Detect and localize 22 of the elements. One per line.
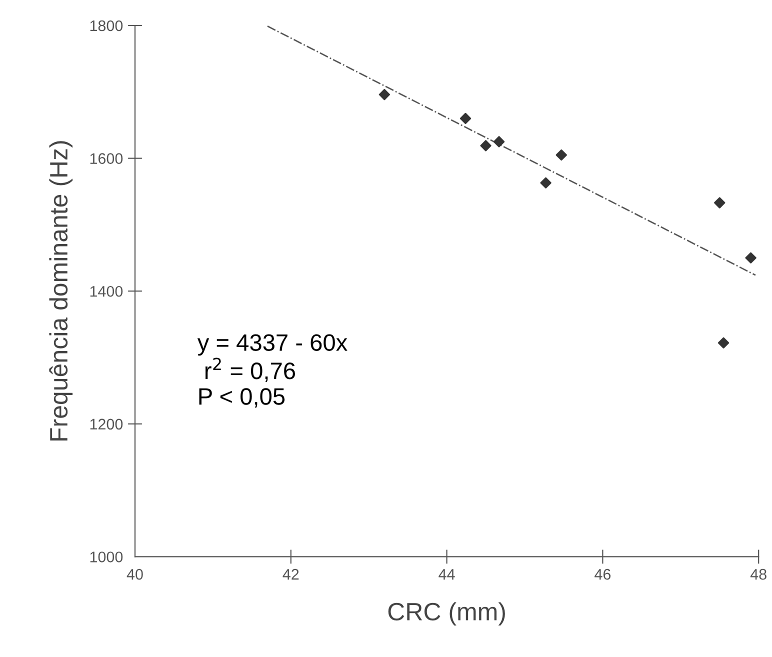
annotation: y = 4337 - 60x r$^{2}$ = 0,76 P < 0,05 bbox=[197, 334, 348, 408]
y-tick-label: 1200 bbox=[90, 418, 123, 430]
point bbox=[378, 88, 390, 100]
y-tick-label: 1000 bbox=[90, 552, 123, 562]
y-tick-label: 1400 bbox=[90, 286, 123, 297]
x-tick-label: 46 bbox=[594, 568, 611, 580]
y-tick-label: 1600 bbox=[90, 153, 123, 164]
y-axis-title: Frequência dominante (Hz) bbox=[49, 141, 73, 440]
x-tick-label: 42 bbox=[282, 568, 299, 580]
x-tick-label: 44 bbox=[438, 569, 455, 580]
point bbox=[718, 337, 730, 348]
point bbox=[460, 112, 472, 124]
x-axis-title: CRC (mm) bbox=[388, 602, 505, 626]
point bbox=[480, 140, 492, 152]
point bbox=[540, 177, 552, 188]
point bbox=[556, 149, 567, 161]
y-tick-label: 1800 bbox=[90, 20, 123, 32]
x-tick-label: 40 bbox=[126, 568, 143, 580]
point bbox=[714, 197, 726, 208]
point bbox=[745, 252, 756, 264]
x-tick-label: 48 bbox=[750, 568, 766, 580]
point bbox=[493, 136, 505, 148]
